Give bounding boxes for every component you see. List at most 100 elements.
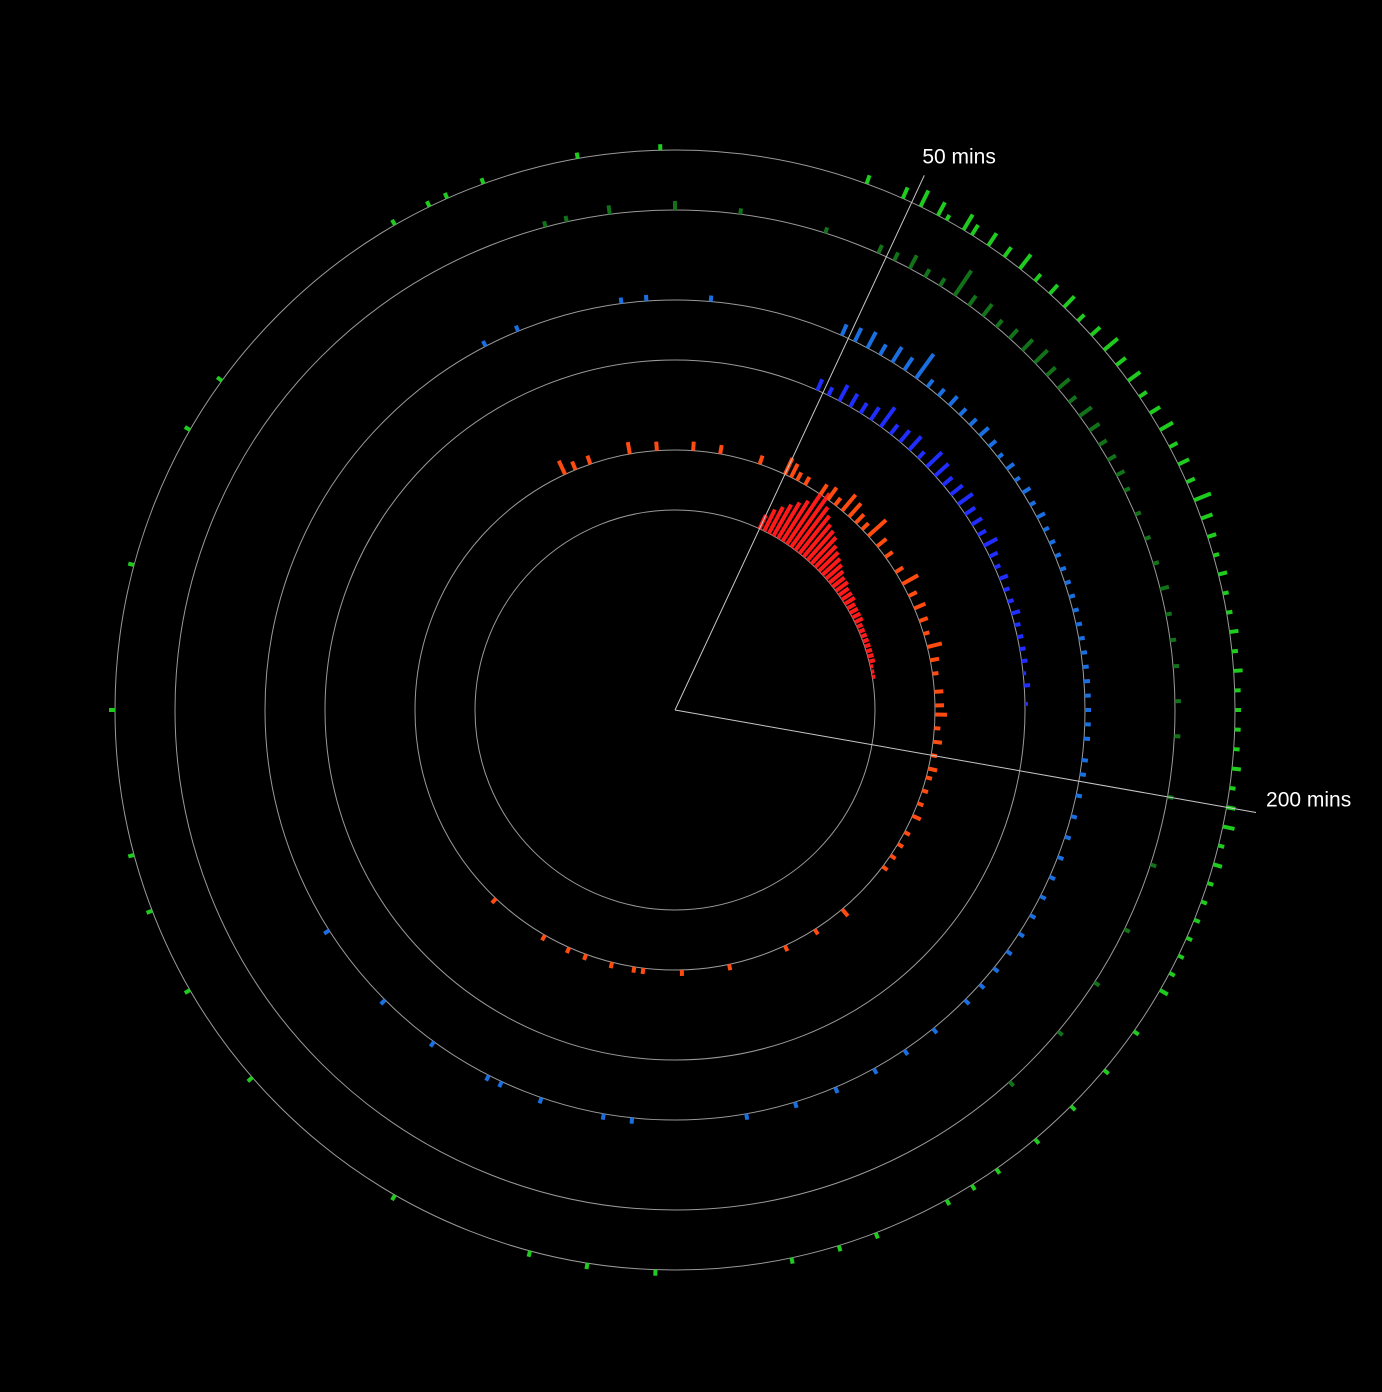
- bar-track-2-38: [925, 775, 933, 781]
- bar-track-5-25: [1115, 469, 1126, 478]
- bar-track-6-63: [1132, 1029, 1140, 1037]
- bar-track-1-4: [776, 501, 802, 540]
- bar-track-2-45: [881, 864, 889, 872]
- bar-track-6-50: [1231, 766, 1242, 772]
- bar-track-6-26: [1089, 325, 1102, 337]
- bar-track-1-13: [813, 544, 838, 569]
- bar-track-1-28: [858, 627, 866, 634]
- bar-track-1-20: [837, 586, 850, 597]
- bar-track-6-51: [1229, 785, 1236, 791]
- bar-track-3-13: [941, 475, 954, 487]
- bar-track-4-23: [1029, 500, 1037, 507]
- bar-track-6-36: [1193, 491, 1212, 503]
- bar-track-6-60: [1177, 953, 1185, 960]
- bar-track-6-43: [1229, 628, 1239, 635]
- bar-track-4-9: [890, 345, 904, 364]
- bar-track-5-12: [967, 294, 978, 307]
- reference-lines: 50 mins 200 mins: [674, 145, 1351, 813]
- bar-track-5-10: [938, 277, 947, 288]
- bar-track-5-27: [1134, 510, 1142, 517]
- bar-track-2-15: [840, 493, 858, 513]
- bar-track-4-14: [947, 395, 959, 407]
- bar-track-6-22: [1033, 272, 1043, 283]
- bar-track-6-38: [1206, 532, 1217, 539]
- bar-track-3-17: [970, 516, 984, 527]
- bar-track-4-67: [379, 998, 387, 1006]
- bar-track-2-41: [911, 813, 922, 822]
- bar-track-2-6: [718, 444, 724, 455]
- bar-track-1-6: [785, 493, 823, 546]
- bar-track-1-29: [860, 632, 868, 639]
- bar-track-6-24: [1062, 294, 1076, 309]
- bar-track-2-23: [901, 573, 920, 586]
- bar-track-4-56: [902, 1048, 910, 1056]
- bar-track-4-66: [428, 1040, 436, 1048]
- grid-ring-3: [324, 359, 1026, 1061]
- bar-track-1-10: [802, 523, 833, 559]
- bar-track-6-18: [970, 223, 980, 237]
- bar-track-1-32: [865, 647, 873, 654]
- bar-track-4-32: [1075, 621, 1083, 627]
- bar-track-4-34: [1080, 650, 1088, 655]
- bar-track-1-16: [824, 563, 844, 581]
- bar-track-5-23: [1097, 438, 1108, 447]
- bar-track-6-55: [1212, 862, 1223, 869]
- bar-track-1-3: [771, 503, 793, 537]
- bar-track-4-26: [1048, 538, 1056, 546]
- bar-track-4-12: [925, 378, 935, 389]
- bar-track-3-27: [1016, 634, 1024, 640]
- bar-track-2-44: [889, 853, 897, 861]
- bar-track-5-11: [952, 269, 974, 297]
- bar-track-4-64: [497, 1080, 504, 1088]
- bar-track-2-19: [866, 518, 888, 538]
- bar-track-4-42: [1079, 772, 1087, 778]
- bar-track-5-32: [1169, 637, 1177, 643]
- bar-track-4-24: [1036, 511, 1046, 520]
- bar-track-2-52: [631, 966, 637, 974]
- bar-track-3-12: [933, 462, 950, 478]
- reference-line-200: [674, 709, 1257, 813]
- bar-track-4-59: [792, 1101, 799, 1109]
- bar-track-4-41: [1081, 757, 1089, 763]
- bar-track-4-35: [1082, 664, 1089, 670]
- bar-track-2-53: [608, 961, 615, 969]
- bar-track-6-78: [145, 908, 153, 915]
- bar-track-5-15: [1008, 328, 1020, 340]
- bar-track-1-31: [864, 642, 871, 649]
- bar-track-2-30: [932, 670, 939, 676]
- bar-track-1-34: [868, 658, 876, 664]
- bar-track-6-57: [1200, 899, 1208, 906]
- bar-track-6-32: [1158, 420, 1174, 432]
- bar-track-6-25: [1076, 313, 1086, 323]
- bar-track-6-21: [1018, 253, 1033, 270]
- bar-track-2-28: [926, 641, 943, 650]
- bar-track-4-5: [839, 323, 849, 337]
- bar-track-5-16: [1020, 338, 1035, 352]
- bar-track-4-15: [958, 407, 968, 417]
- bar-track-6-35: [1185, 476, 1196, 485]
- bar-track-1-5: [780, 499, 810, 543]
- bar-track-3-8: [898, 429, 912, 444]
- bar-track-3-14: [949, 483, 964, 497]
- bar-track-5-41: [1008, 1080, 1016, 1088]
- grid-ring-2: [414, 449, 936, 971]
- bar-track-4-44: [1070, 814, 1078, 820]
- bar-track-4-63: [537, 1097, 544, 1104]
- bar-track-6-10: [574, 152, 580, 159]
- bar-track-2-47: [813, 928, 820, 936]
- bar-track-6-15: [936, 201, 947, 217]
- bar-track-6-39: [1212, 552, 1220, 558]
- bar-track-2-27: [923, 630, 930, 636]
- bar-track-1-36: [870, 669, 875, 674]
- bar-track-2-54: [582, 953, 588, 961]
- bar-track-5-28: [1144, 535, 1152, 541]
- bar-track-6-75: [526, 1250, 532, 1258]
- bar-track-5-9: [923, 268, 932, 278]
- bar-track-3-25: [1010, 609, 1021, 616]
- bar-track-4-1: [513, 324, 520, 332]
- bar-track-2-10: [795, 471, 804, 482]
- bar-track-6-45: [1233, 668, 1243, 673]
- bar-track-4-60: [744, 1113, 750, 1121]
- bar-track-6-76: [390, 1193, 397, 1202]
- bar-track-2-17: [854, 512, 866, 525]
